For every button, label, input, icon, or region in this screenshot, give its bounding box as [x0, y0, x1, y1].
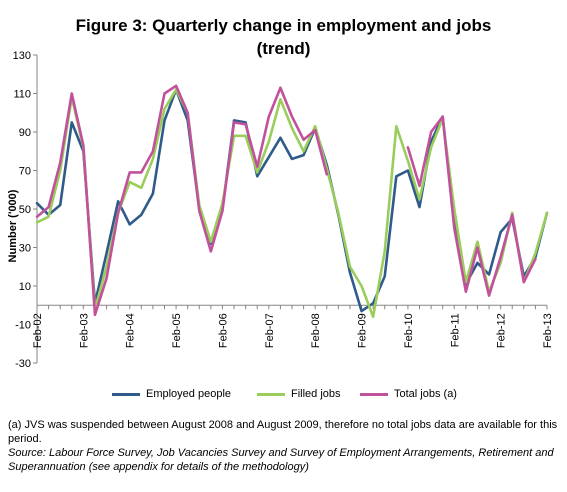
series-line-filled-jobs	[35, 88, 549, 319]
legend-label-employed-people: Employed people	[146, 388, 232, 400]
legend-item-employed-people: Employed people	[112, 388, 231, 400]
x-axis: Feb-02 Feb-03 Feb-04 Feb-05 Feb-06 Feb-07 Feb-…	[32, 304, 554, 348]
legend-item-filled-jobs: Filled jobs	[257, 388, 341, 400]
x-tick-label: Feb-13	[542, 313, 554, 348]
legend-swatch-total-jobs	[360, 392, 388, 396]
x-tick-label: Feb-11	[449, 313, 461, 347]
y-tick-label: -30	[15, 358, 31, 370]
x-tick-label: Feb-12	[496, 313, 508, 348]
y-tick-label: 130	[13, 50, 31, 62]
x-tick-label: Feb-10	[403, 313, 415, 348]
footnotes: (a) JVS was suspended between August 200…	[8, 418, 560, 474]
x-tick-label: Feb-04	[125, 313, 137, 348]
y-tick-label: 50	[19, 204, 31, 216]
chart-title-line-2: (trend)	[256, 39, 311, 58]
legend-swatch-filled-jobs	[257, 392, 285, 396]
x-tick-label: Feb-07	[264, 313, 276, 348]
series-lines	[35, 84, 549, 319]
y-tick-label: 110	[13, 89, 31, 101]
legend-swatch-employed-people	[112, 392, 140, 396]
chart-title-line-1: Figure 3: Quarterly change in employment…	[75, 16, 492, 35]
legend-item-total-jobs: Total jobs (a)	[360, 388, 457, 400]
footnote-jvs: (a) JVS was suspended between August 200…	[8, 419, 558, 445]
y-axis: -30 -10 10 30 50 70 90 110 130	[13, 50, 38, 370]
y-tick-label: 30	[19, 243, 31, 255]
x-tick-label: Feb-08	[310, 313, 322, 348]
y-tick-label: -10	[15, 320, 31, 332]
chart-title: Figure 3: Quarterly change in employment…	[0, 14, 567, 60]
y-tick-label: 90	[19, 127, 31, 139]
legend-label-total-jobs: Total jobs (a)	[394, 388, 457, 400]
source-note: Source: Labour Force Survey, Job Vacanci…	[8, 447, 554, 473]
x-tick-label: Feb-09	[357, 313, 369, 348]
x-tick-label: Feb-05	[171, 313, 183, 348]
series-line-total-jobs	[35, 84, 537, 317]
legend-label-filled-jobs: Filled jobs	[291, 388, 341, 400]
x-tick-label: Feb-03	[78, 313, 90, 348]
y-axis-title: Number ('000)	[7, 189, 19, 262]
y-tick-label: 70	[19, 166, 31, 178]
x-tick-label: Feb-06	[217, 313, 229, 348]
y-tick-label: 10	[19, 281, 31, 293]
x-tick-label: Feb-02	[32, 313, 44, 348]
